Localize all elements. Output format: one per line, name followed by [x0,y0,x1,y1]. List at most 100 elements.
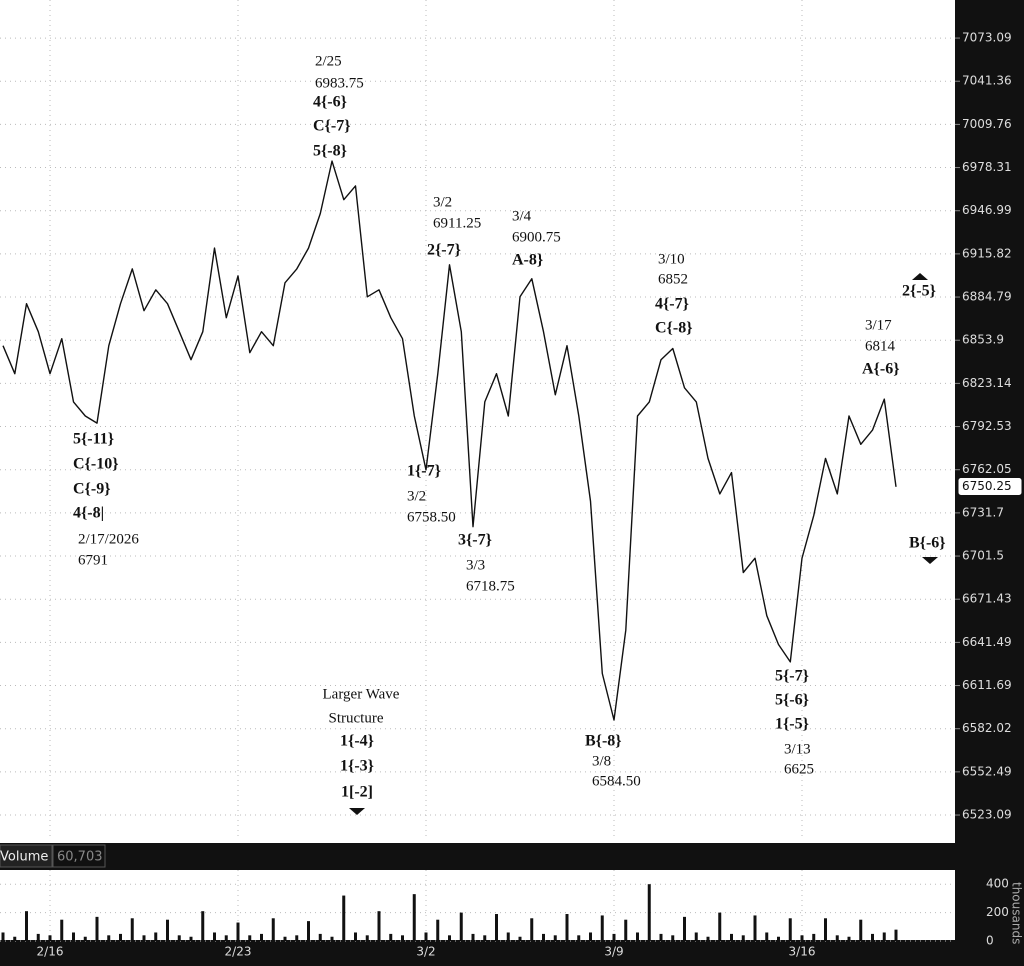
x-tick-label: 2/23 [225,945,252,959]
wave-label: C{-7} [313,118,351,135]
y-tick-label: 6915.82 [962,246,1012,260]
volume-bar [36,933,40,941]
volume-bar [671,935,675,941]
volume-bar [401,935,404,941]
volume-title-box [0,844,53,868]
annotation-text: 6852 [658,271,688,287]
y-tick-label: 0 [986,934,994,948]
y-tick-label: 6946.99 [962,203,1012,217]
volume-bar [600,915,604,941]
volume-bar [83,936,87,941]
volume-bar [847,936,851,941]
volume-bar [354,932,357,941]
volume-bar [342,895,346,941]
date-axis-panel [0,940,1024,966]
volume-bar [213,932,216,941]
volume-bar [389,933,393,941]
wave-label: 2{-7} [427,242,461,259]
annotation-text: 3/3 [466,557,485,573]
annotation-text: Larger Wave [323,686,400,702]
y-tick-label: 7009.76 [962,117,1012,131]
arrow-down [349,808,365,815]
volume-bar [788,918,792,941]
volume-bar [436,919,440,941]
volume-unit: thousands [1010,882,1024,944]
volume-header [0,843,955,870]
arrow-down [922,557,938,564]
y-tick-label: 6762.05 [962,462,1012,476]
annotation-text: 3/10 [658,251,685,267]
volume-bar [412,894,416,941]
volume-bar [765,932,769,941]
annotation-text: 2/25 [315,53,342,69]
y-tick-label: 6641.49 [962,635,1012,649]
y-tick-label: 400 [986,877,1009,891]
volume-bar [800,935,804,941]
wave-label: B{-6} [909,535,946,552]
annotation-text: 3/2 [407,488,426,504]
volume-bar [753,915,757,941]
volume-bar [694,932,698,941]
y-tick-label: 200 [986,905,1009,919]
volume-bar [365,935,369,941]
annotation-text: 3/8 [592,753,611,769]
volume-bar [530,918,534,941]
volume-bar [95,916,99,941]
volume-last-box [52,844,106,868]
volume-bar [119,933,122,941]
volume-bar [483,935,487,941]
volume-bar [683,916,686,941]
volume-bar [25,911,28,941]
volume-bar [553,935,557,941]
volume-bar [859,919,863,941]
volume-bar [835,935,839,941]
wave-label: 4{-6} [313,94,347,111]
y-tick-label: 7041.36 [962,74,1012,88]
volume-bar [142,935,146,941]
volume-bar [894,929,898,941]
volume-bar [424,932,428,941]
volume-bar [72,932,75,941]
volume-bar [248,935,252,941]
wave-label: 2{-5} [902,283,936,300]
volume-title: Volume [0,850,48,865]
wave-label: 1{-5} [775,716,809,733]
annotation-text: 3/2 [433,194,452,210]
wave-label: 1{-7} [407,463,441,480]
x-tick-label: 2/16 [37,945,64,959]
volume-bar [542,933,545,941]
y-tick-label: 6523.09 [962,808,1012,822]
volume-bar [1,932,5,941]
annotation-text: 6625 [784,761,814,777]
x-tick-label: 3/9 [604,945,623,959]
volume-last: 60,703 [57,850,103,865]
wave-label: B{-8} [585,733,622,750]
volume-bar [107,935,111,941]
volume-bar [624,919,628,941]
volume-bar [518,936,522,941]
wave-label: C{-8} [655,320,693,337]
annotation-text: 3/13 [784,741,811,757]
volume-bar [283,936,287,941]
wave-label: 3{-7} [458,532,492,549]
annotation-text: 6584.50 [592,773,641,789]
wave-label: 1[-2] [341,784,373,801]
wave-label: 4{-7} [655,296,689,313]
volume-bar [177,935,181,941]
y-tick-label: 6792.53 [962,419,1012,433]
x-tick-label: 3/16 [789,945,816,959]
volume-bar [307,921,310,941]
volume-bar [13,936,17,941]
volume-bar [741,935,745,941]
annotation-text: 6814 [865,338,896,354]
annotation-text: 3/4 [512,208,532,224]
volume-bar [166,919,169,941]
volume-bar [506,932,510,941]
volume-bar [377,911,381,941]
volume-bar [189,936,193,941]
wave-label: C{-9} [73,481,111,498]
y-tick-label: 6978.31 [962,160,1012,174]
y-tick-label: 6611.69 [962,678,1012,692]
